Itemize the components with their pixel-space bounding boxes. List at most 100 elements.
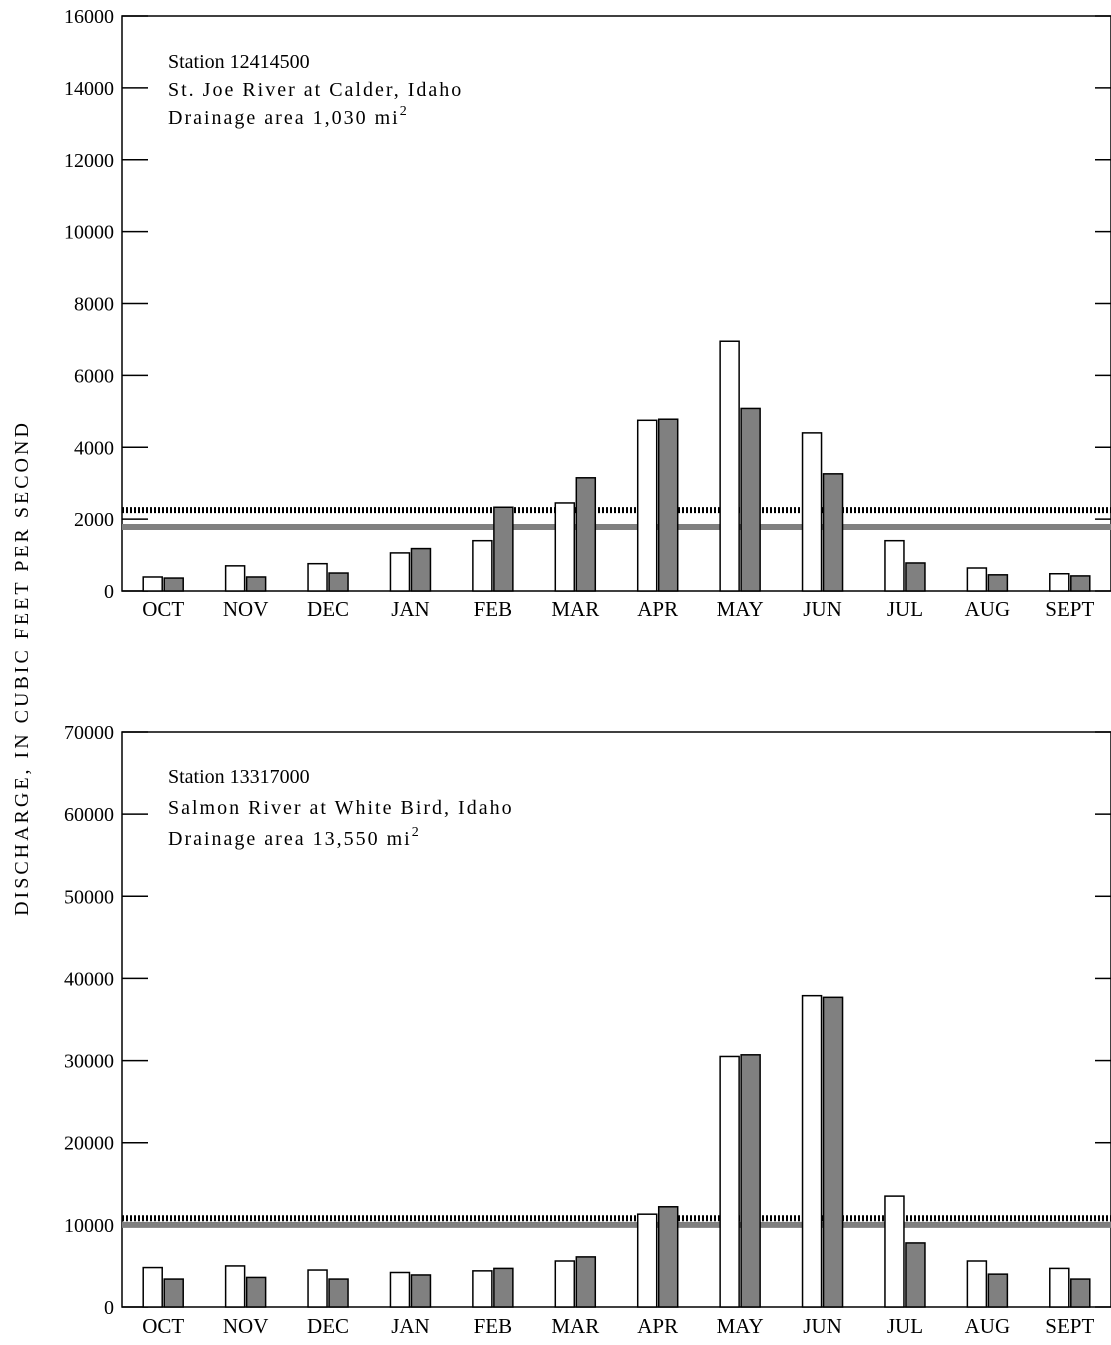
x-tick-label: MAY: [717, 597, 764, 621]
drainage-area: Drainage area 13,550 mi2: [168, 825, 421, 850]
x-tick-label: AUG: [965, 597, 1011, 621]
x-tick-label: JAN: [391, 1314, 430, 1338]
y-tick-label: 70000: [64, 722, 114, 744]
y-axis-label: DISCHARGE, IN CUBIC FEET PER SECOND: [11, 420, 33, 916]
bar-series-1: [636, 1213, 658, 1308]
bar-series-2: [245, 1276, 267, 1308]
bar-series-1: [884, 1195, 905, 1308]
bar-series-1: [307, 562, 328, 592]
y-tick-label: 2000: [74, 509, 114, 531]
bar-series-2: [657, 1206, 679, 1308]
bar-series-1: [636, 419, 658, 592]
bar-series-2: [657, 418, 679, 592]
x-tick-label: JUN: [803, 597, 842, 621]
bar-series-1: [719, 340, 740, 592]
y-tick-label: 0: [104, 581, 114, 603]
x-tick-label: JAN: [391, 597, 430, 621]
x-tick-label: SEPT: [1045, 1314, 1094, 1338]
bar-series-2: [328, 572, 349, 592]
x-tick-label: APR: [637, 597, 678, 621]
bar-series-2: [493, 506, 514, 592]
y-tick-label: 12000: [64, 150, 114, 172]
drainage-area-value: Drainage area 1,030 mi: [168, 107, 400, 129]
bar-series-1: [801, 432, 823, 592]
x-tick-label: MAY: [717, 1314, 764, 1338]
y-tick-label: 0: [104, 1297, 114, 1319]
bar-series-2: [822, 996, 844, 1308]
y-tick-label: 6000: [74, 365, 114, 387]
bar-series-2: [328, 1278, 349, 1308]
x-tick-label: MAR: [551, 597, 599, 621]
x-tick-label: JUL: [887, 1314, 923, 1338]
y-tick-label: 60000: [64, 804, 114, 826]
y-tick-label: 40000: [64, 968, 114, 990]
x-tick-label: OCT: [142, 597, 184, 621]
y-tick-label: 10000: [64, 222, 114, 244]
y-tick-label: 16000: [64, 6, 114, 28]
bar-series-2: [822, 473, 844, 592]
x-tick-label: APR: [637, 1314, 678, 1338]
bar-series-2: [245, 576, 267, 592]
y-tick-label: 30000: [64, 1051, 114, 1073]
x-tick-label: NOV: [223, 597, 269, 621]
x-tick-label: NOV: [223, 1314, 269, 1338]
y-tick-label: 4000: [74, 437, 114, 459]
y-tick-label: 14000: [64, 78, 114, 100]
x-tick-label: DEC: [307, 597, 349, 621]
chart-panel-1: 0 2000 4000 6000 8000 10000 12000 14000 16000 OCT…: [64, 6, 1111, 621]
bar-series-2: [410, 547, 432, 592]
x-tick-label: JUL: [887, 597, 923, 621]
chart-panel-2: 0 10000 20000 30000 40000 50000 60000 70000 OCT N…: [64, 722, 1111, 1338]
bar-series-1: [801, 994, 823, 1308]
bar-series-1: [307, 1269, 328, 1308]
bar-series-2: [575, 477, 597, 592]
bar-series-1: [472, 539, 493, 592]
y-tick-label: 50000: [64, 886, 114, 908]
bar-series-1: [554, 502, 576, 592]
drainage-area-value: Drainage area 13,550 mi: [168, 828, 412, 850]
x-tick-label: DEC: [307, 1314, 349, 1338]
bar-series-2: [410, 1274, 432, 1308]
bar-series-2: [163, 577, 184, 592]
bar-series-1: [884, 539, 905, 592]
bar-series-2: [905, 1242, 926, 1308]
station-number: Station 13317000: [168, 766, 310, 788]
x-tick-label: AUG: [965, 1314, 1011, 1338]
bar-series-1: [142, 1266, 163, 1308]
bar-series-1: [389, 1271, 411, 1308]
bar-series-2: [1070, 1278, 1091, 1308]
bar-series-1: [472, 1270, 493, 1308]
x-tick-label: JUN: [803, 1314, 842, 1338]
y-tick-label: 10000: [64, 1215, 114, 1237]
y-tick-label: 8000: [74, 294, 114, 316]
bar-series-1: [389, 552, 411, 592]
bar-series-2: [1070, 575, 1091, 592]
bar-series-2: [987, 574, 1009, 592]
plot-frame: [121, 15, 1111, 592]
drainage-area-superscript: 2: [400, 104, 409, 119]
plot-frame: [121, 731, 1111, 1308]
bar-series-1: [224, 1265, 246, 1308]
x-tick-label: SEPT: [1045, 597, 1094, 621]
bar-series-1: [966, 1260, 988, 1308]
bar-series-1: [966, 567, 988, 592]
bar-series-2: [987, 1273, 1009, 1308]
bar-series-1: [142, 576, 163, 592]
station-name: Salmon River at White Bird, Idaho: [168, 797, 514, 819]
bar-series-2: [575, 1256, 597, 1308]
bar-series-1: [1049, 573, 1070, 592]
bar-series-2: [740, 407, 761, 592]
x-tick-label: FEB: [474, 597, 513, 621]
drainage-area-superscript: 2: [412, 825, 421, 840]
station-number: Station 12414500: [168, 51, 310, 73]
bar-series-2: [740, 1054, 761, 1308]
bar-series-2: [163, 1278, 184, 1308]
bar-series-2: [905, 562, 926, 592]
drainage-area: Drainage area 1,030 mi2: [168, 104, 409, 129]
station-name: St. Joe River at Calder, Idaho: [168, 79, 463, 101]
x-tick-label: MAR: [551, 1314, 599, 1338]
x-tick-label: FEB: [474, 1314, 513, 1338]
bar-series-1: [1049, 1267, 1070, 1308]
